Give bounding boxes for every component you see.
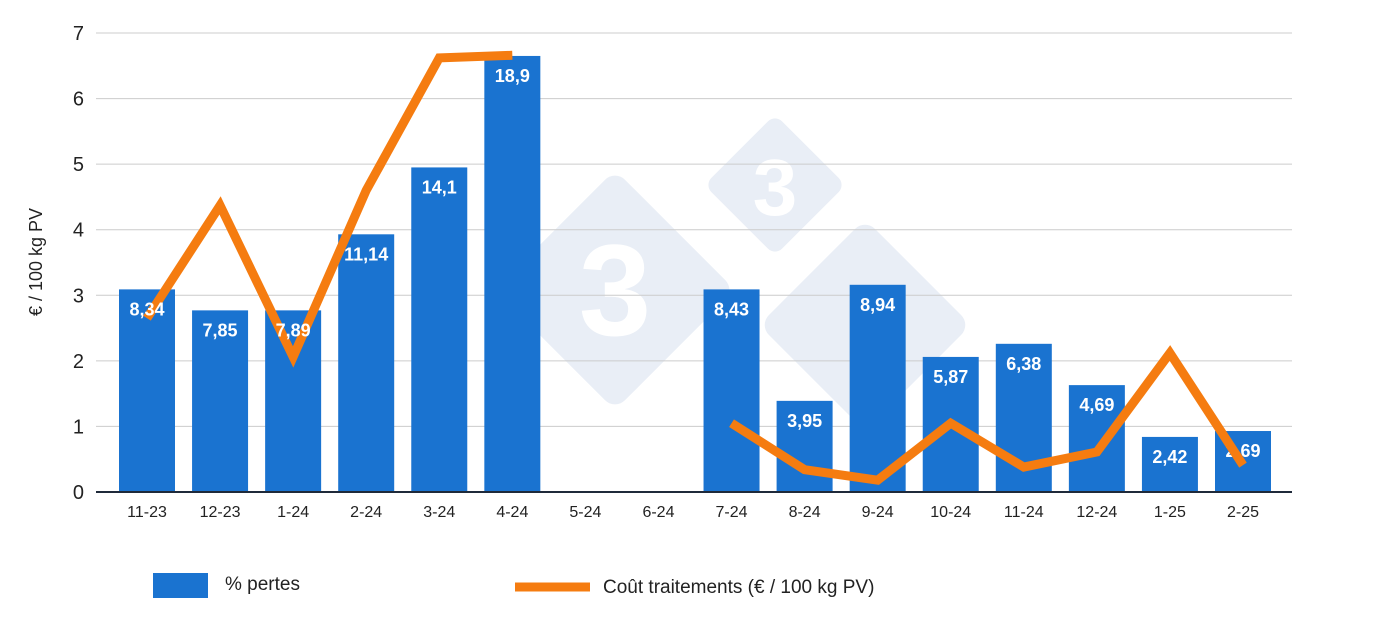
bar	[703, 289, 760, 492]
x-tick-label: 3-24	[423, 504, 455, 521]
bar	[484, 55, 541, 492]
y-tick-label: 7	[73, 23, 84, 45]
data-label: 7,85	[203, 320, 238, 340]
y-tick-label: 2	[73, 351, 84, 373]
data-label: 7,89	[276, 320, 311, 340]
data-label: 6,38	[1006, 354, 1041, 374]
x-tick-label: 1-24	[277, 504, 309, 521]
data-label: 3,95	[787, 411, 822, 431]
x-tick-label: 9-24	[862, 504, 894, 521]
watermark-logo: 3 3	[500, 118, 966, 426]
data-label: 14,1	[422, 177, 457, 197]
x-tick-label: 12-23	[200, 504, 241, 521]
legend-label-pertes: % pertes	[225, 574, 300, 595]
svg-text:3: 3	[753, 143, 798, 232]
x-tick-label: 7-24	[716, 504, 748, 521]
y-tick-label: 4	[73, 220, 84, 242]
line-series-cout-traitements	[143, 50, 513, 368]
x-tick-label: 8-24	[789, 504, 821, 521]
bar-series	[119, 55, 1271, 492]
x-tick-label: 1-25	[1154, 504, 1186, 521]
bar	[1068, 385, 1125, 492]
bar	[1141, 436, 1198, 492]
x-tick-label: 2-24	[350, 504, 382, 521]
legend-swatch-pertes	[153, 573, 208, 598]
data-label: 5,87	[933, 367, 968, 387]
data-label: 8,94	[860, 295, 895, 315]
y-axis-ticks: 0 1 2 3 4 5 6 7	[73, 23, 84, 504]
data-label: 18,9	[495, 66, 530, 86]
bar	[119, 289, 175, 492]
bar	[411, 167, 468, 492]
x-tick-label: 5-24	[569, 504, 601, 521]
legend: % pertes Coût traitements (€ / 100 kg PV…	[153, 573, 874, 598]
data-label: 11,14	[344, 244, 388, 264]
x-tick-label: 12-24	[1076, 504, 1117, 521]
x-tick-label: 11-24	[1004, 504, 1044, 521]
bar	[192, 310, 249, 492]
line-series-segment	[729, 345, 1247, 485]
x-tick-label: 11-23	[127, 504, 167, 521]
bar	[849, 284, 906, 492]
x-tick-label: 2-25	[1227, 504, 1259, 521]
y-tick-label: 1	[73, 416, 84, 438]
x-tick-label: 10-24	[930, 504, 971, 521]
legend-label-cout: Coût traitements (€ / 100 kg PV)	[603, 577, 874, 598]
y-tick-label: 3	[73, 285, 84, 307]
x-tick-label: 4-24	[496, 504, 528, 521]
y-tick-label: 6	[73, 89, 84, 111]
bar	[338, 234, 395, 492]
bar	[265, 310, 322, 492]
y-tick-label: 0	[73, 482, 84, 504]
data-label: 4,69	[1079, 395, 1114, 415]
y-axis-title: € / 100 kg PV	[26, 208, 46, 316]
data-label: 2,42	[1152, 447, 1187, 467]
data-label: 8,43	[714, 299, 749, 319]
x-axis-ticks: 11-23 12-23 1-24 2-24 3-24 4-24 5-24 6-24 7-24 8-…	[127, 504, 1259, 521]
data-label: 8,34	[129, 299, 164, 319]
y-tick-label: 5	[73, 154, 84, 176]
svg-text:3: 3	[579, 217, 651, 363]
x-tick-label: 6-24	[642, 504, 674, 521]
